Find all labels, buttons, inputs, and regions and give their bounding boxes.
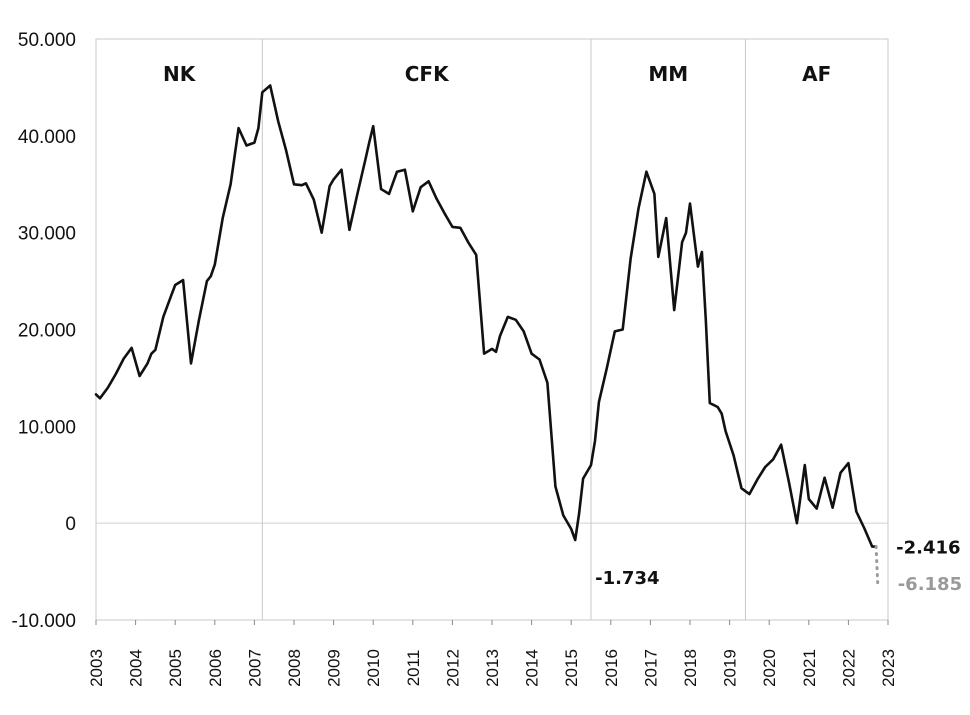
y-tick-label: 20.000 bbox=[18, 321, 76, 342]
data-annotation: -6.185 bbox=[898, 574, 962, 595]
period-label: NK bbox=[163, 62, 197, 86]
x-tick-label: 2012 bbox=[443, 649, 462, 687]
x-tick-label: 2023 bbox=[879, 649, 898, 687]
y-tick-label: 0 bbox=[65, 514, 76, 535]
x-tick-label: 2015 bbox=[562, 649, 581, 687]
x-tick-label: 2011 bbox=[404, 650, 423, 687]
period-label: CFK bbox=[405, 62, 450, 86]
x-axis-ticks: 2003 2004 2005 2006 2007 2008 2009 2010 2011 2012… bbox=[87, 620, 898, 687]
x-tick-label: 2013 bbox=[483, 649, 502, 687]
plot-area-frame bbox=[95, 38, 889, 621]
series-layer bbox=[94, 84, 880, 585]
x-tick-label: 2018 bbox=[681, 649, 700, 687]
annotations: -1.734 -2.416 -6.185 bbox=[595, 538, 962, 595]
x-tick-label: 2008 bbox=[285, 649, 304, 687]
series-line bbox=[94, 84, 878, 548]
period-label: MM bbox=[648, 62, 688, 86]
x-tick-label: 2021 bbox=[800, 649, 819, 687]
y-tick-label: 50.000 bbox=[18, 30, 76, 51]
data-annotation: -1.734 bbox=[595, 568, 659, 589]
x-tick-label: 2007 bbox=[245, 649, 264, 687]
x-tick-label: 2009 bbox=[325, 649, 344, 687]
period-label: AF bbox=[802, 62, 831, 86]
x-tick-label: 2003 bbox=[87, 649, 106, 687]
x-tick-label: 2004 bbox=[127, 649, 146, 687]
x-tick-label: 2006 bbox=[206, 649, 225, 687]
x-tick-label: 2014 bbox=[523, 649, 542, 687]
x-tick-label: 2016 bbox=[602, 649, 621, 687]
x-tick-label: 2022 bbox=[839, 649, 858, 687]
data-annotation: -2.416 bbox=[896, 538, 960, 559]
y-tick-label: 10.000 bbox=[18, 417, 76, 438]
period-dividers bbox=[261, 39, 746, 620]
y-tick-label: -10.000 bbox=[12, 611, 76, 632]
y-tick-label: 30.000 bbox=[18, 224, 76, 245]
x-tick-label: 2019 bbox=[721, 649, 740, 687]
x-tick-label: 2017 bbox=[641, 649, 660, 687]
x-tick-label: 2005 bbox=[166, 649, 185, 687]
period-labels: NK CFK MM AF bbox=[163, 62, 831, 86]
y-tick-label: 40.000 bbox=[18, 127, 76, 148]
x-tick-label: 2020 bbox=[760, 649, 779, 687]
projection-line bbox=[874, 545, 880, 585]
plot-frame-group bbox=[95, 38, 889, 621]
y-axis-ticks: 50.000 40.000 30.000 20.000 10.000 0 -10.000 bbox=[12, 30, 76, 632]
x-tick-label: 2010 bbox=[364, 649, 383, 687]
